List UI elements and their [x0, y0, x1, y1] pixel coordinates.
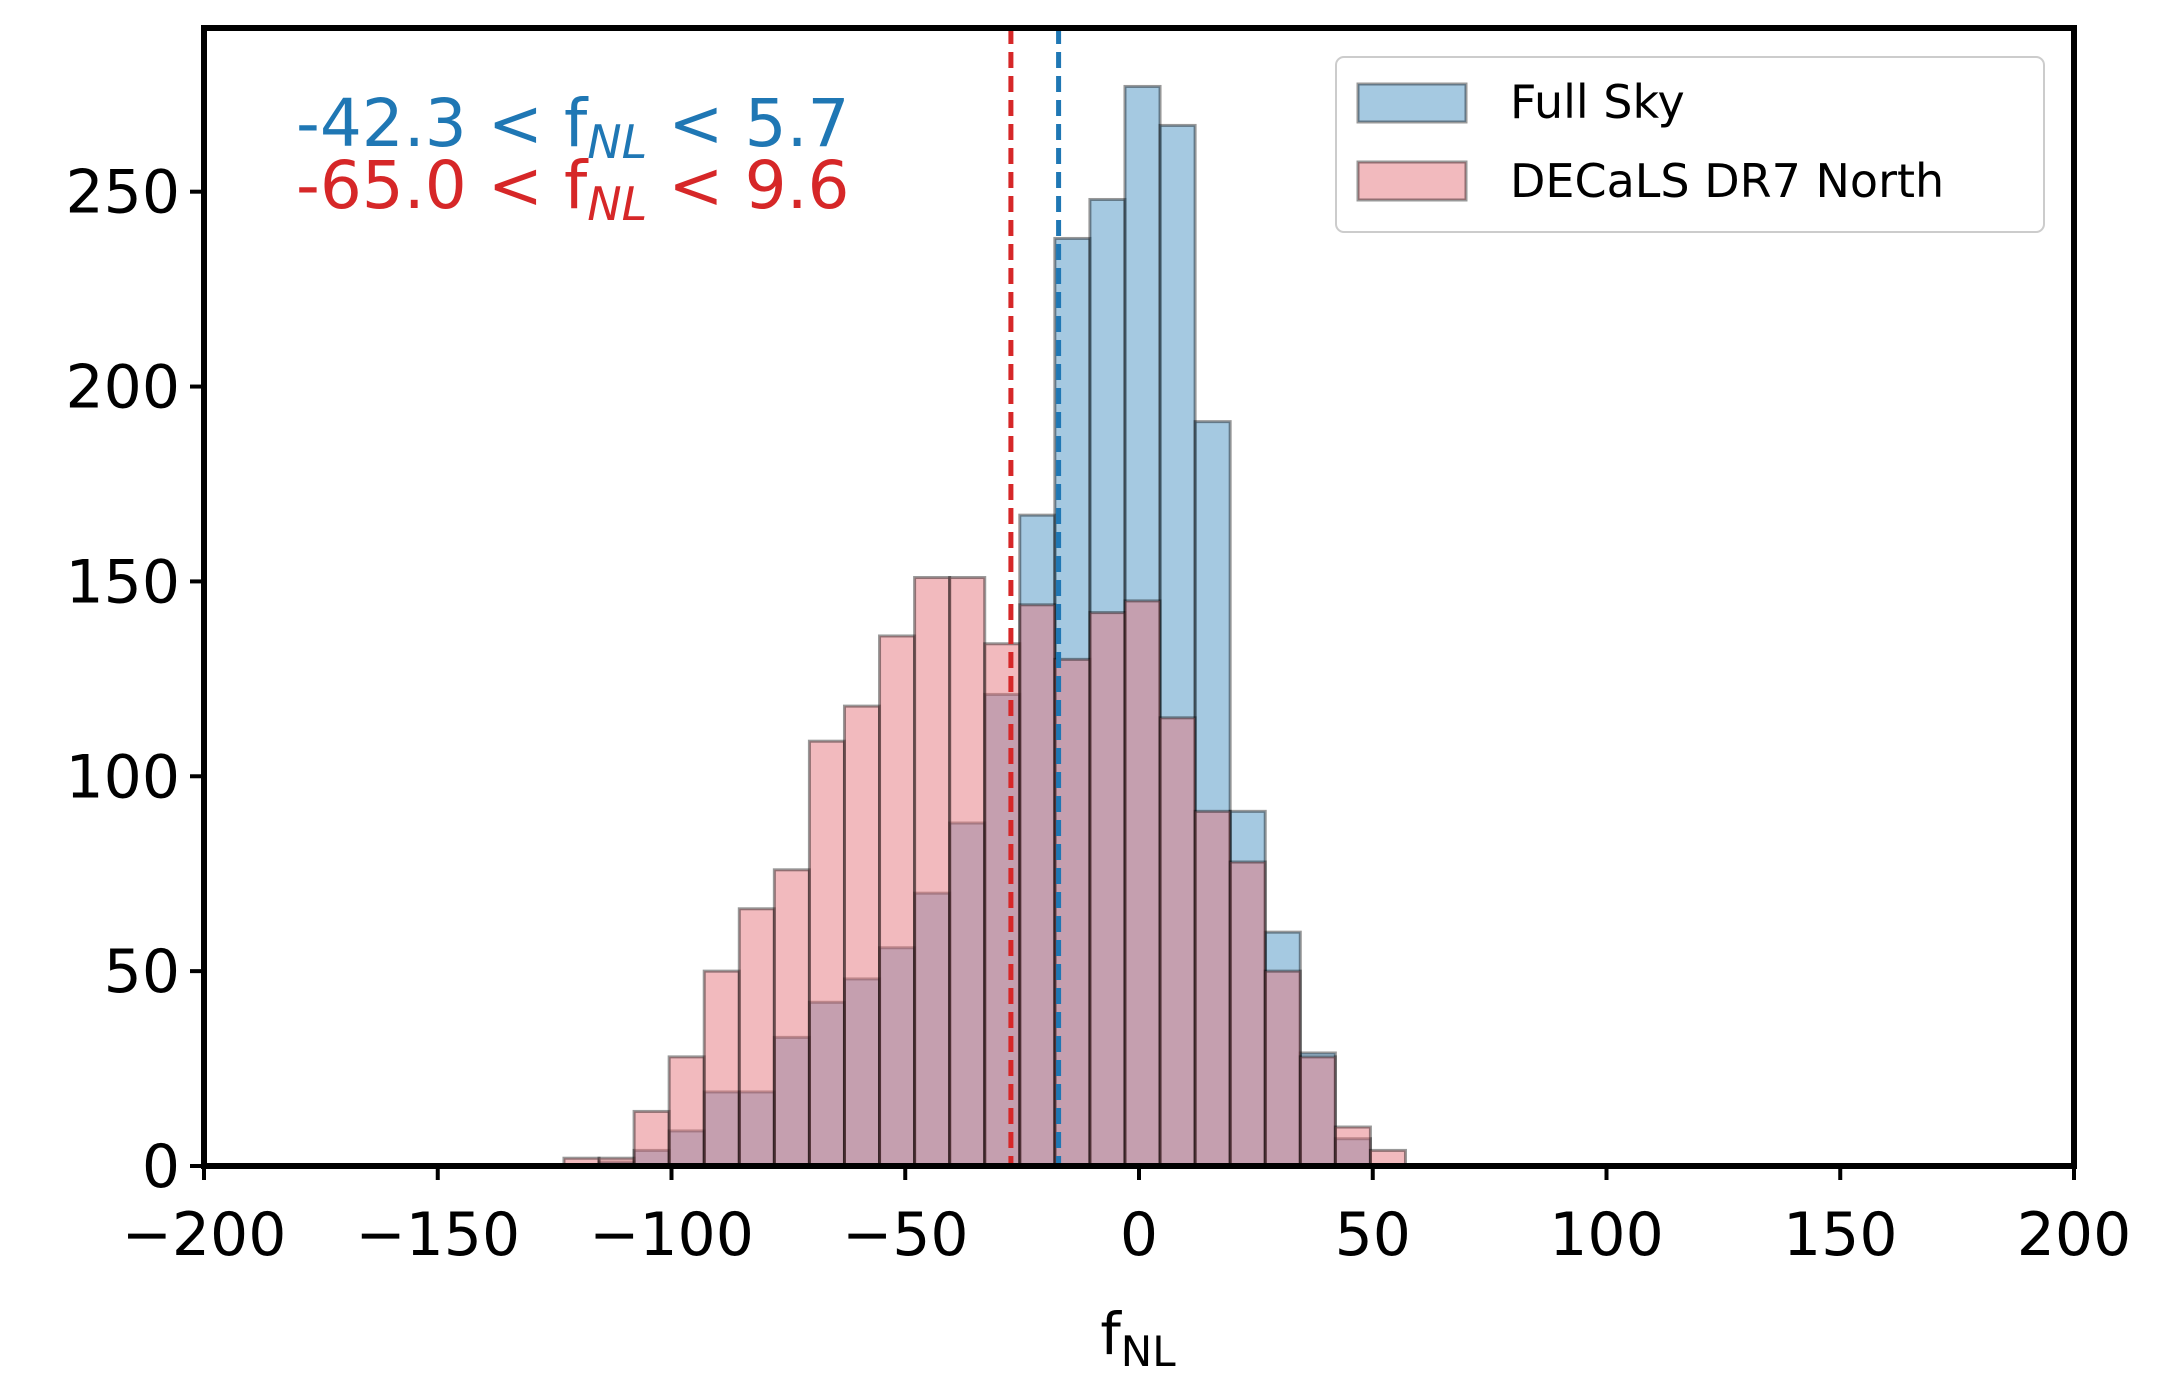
- bar-decals-dr7-north: [667, 1055, 706, 1168]
- legend-label-full-sky: Full Sky: [1510, 75, 1685, 129]
- bar-decals-dr7-north: [737, 907, 776, 1168]
- bar-decals-dr7-north: [878, 634, 917, 1168]
- x-axis-title-main: f: [1100, 1300, 1122, 1368]
- legend-swatch-full-sky: [1356, 82, 1468, 124]
- annotation-suffix: < 9.6: [647, 147, 849, 224]
- x-axis-ticks: −200 −150 −100 −50 0 50 100 150 200: [122, 1166, 2132, 1270]
- x-tick-label: −100: [589, 1200, 754, 1270]
- bar-decals-dr7-north: [1088, 611, 1127, 1168]
- bar-decals-dr7-north: [983, 642, 1022, 1168]
- reference-lines: [1008, 28, 1062, 1166]
- bar-decals-dr7-north: [807, 739, 846, 1168]
- annotation-prefix: -65.0 < f: [296, 147, 589, 224]
- bar-decals-dr7-north: [842, 704, 882, 1168]
- bar-decals-dr7-north: [948, 576, 987, 1168]
- bar-decals-dr7-north: [913, 576, 952, 1168]
- bar-decals-dr7-north: [1018, 603, 1057, 1168]
- y-tick-label: 200: [65, 353, 180, 423]
- bar-decals-dr7-north: [772, 868, 811, 1168]
- annotation-full-sky-range: -42.3 < fNL < 5.7: [296, 85, 850, 169]
- legend-swatch-decals-dr7-north: [1356, 160, 1468, 202]
- legend-label-decals-dr7-north: DECaLS DR7 North: [1510, 154, 1944, 208]
- y-tick-label: 100: [65, 742, 180, 812]
- x-tick-label: −150: [355, 1200, 520, 1270]
- y-tick-label: 250: [65, 158, 180, 228]
- bar-decals-dr7-north: [702, 969, 741, 1168]
- annotation-suffix: < 5.7: [647, 85, 849, 162]
- y-tick-label: 150: [65, 547, 180, 617]
- bar-decals-dr7-north: [1193, 809, 1232, 1168]
- y-tick-label: 0: [142, 1132, 180, 1202]
- x-axis-title-subscript: NL: [1121, 1327, 1176, 1376]
- histogram-bars: [562, 84, 1407, 1168]
- bar-decals-dr7-north: [1228, 860, 1267, 1168]
- legend: Full Sky DECaLS DR7 North: [1335, 56, 2045, 233]
- x-tick-label: 150: [1783, 1200, 1898, 1270]
- x-tick-label: 200: [2017, 1200, 2132, 1270]
- annotation-prefix: -42.3 < f: [296, 85, 589, 162]
- legend-frame: [1335, 56, 2045, 233]
- x-axis-title: fNL: [1100, 1300, 1176, 1376]
- annotation-subscript: NL: [587, 177, 647, 231]
- bar-decals-dr7-north: [1298, 1055, 1337, 1168]
- x-tick-label: 0: [1120, 1200, 1158, 1270]
- bar-decals-dr7-north: [1123, 599, 1162, 1168]
- annotation-subscript: NL: [587, 115, 647, 169]
- y-tick-label: 50: [104, 937, 180, 1007]
- bar-decals-dr7-north: [1333, 1125, 1372, 1168]
- bar-decals-dr7-north: [632, 1109, 671, 1168]
- x-tick-label: −50: [842, 1200, 969, 1270]
- annotation-decals-range: -65.0 < fNL < 9.6: [296, 147, 850, 231]
- x-tick-label: 50: [1335, 1200, 1411, 1270]
- x-tick-label: −200: [122, 1200, 287, 1270]
- bar-decals-dr7-north: [1263, 969, 1302, 1168]
- bar-decals-dr7-north: [1158, 716, 1197, 1168]
- y-axis-ticks: 0 50 100 150 200 250: [65, 158, 204, 1202]
- x-tick-label: 100: [1549, 1200, 1664, 1270]
